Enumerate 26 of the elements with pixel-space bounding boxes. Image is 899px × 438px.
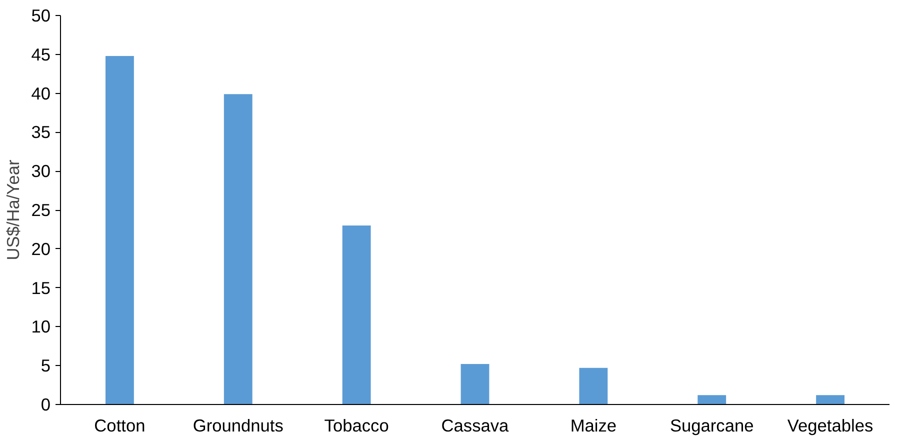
bar — [460, 364, 490, 404]
bar — [224, 94, 252, 404]
y-tick-label: 0 — [40, 394, 51, 414]
x-tick-label: Sugarcane — [670, 416, 754, 436]
y-tick-label: 50 — [31, 6, 51, 26]
y-tick-label: 10 — [31, 316, 51, 337]
y-tick-label: 5 — [40, 356, 51, 376]
y-tick-label: 30 — [31, 161, 51, 182]
y-tick-label: 20 — [31, 238, 51, 259]
x-tick-label: Groundnuts — [192, 416, 284, 436]
x-tick-label: Vegetables — [787, 416, 874, 436]
y-tick-label: 15 — [31, 278, 51, 298]
x-tick-label: Tobacco — [324, 416, 389, 436]
x-tick-label: Cotton — [94, 416, 146, 436]
bar — [106, 56, 134, 404]
bar — [579, 368, 608, 404]
y-tick-label: 45 — [31, 44, 51, 64]
bar — [698, 395, 726, 404]
y-tick-label: 35 — [31, 122, 51, 142]
x-tick-label: Maize — [570, 416, 617, 436]
bar — [342, 226, 371, 404]
x-tick-label: Cassava — [441, 416, 510, 436]
y-tick-label: 40 — [31, 83, 51, 104]
y-tick-label: 25 — [31, 200, 51, 220]
bar — [816, 395, 844, 404]
y-axis-title: US$/Ha/Year — [3, 160, 24, 260]
